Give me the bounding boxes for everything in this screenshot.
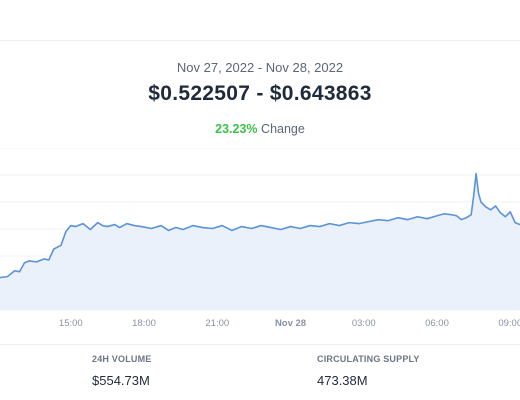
- change-summary: 23.23% Change: [0, 122, 520, 136]
- date-range: Nov 27, 2022 - Nov 28, 2022: [176, 60, 344, 75]
- bottom-divider: [0, 344, 520, 345]
- change-percent: 23.23%: [215, 122, 258, 136]
- price-range: $0.522507 - $0.643863: [148, 82, 372, 105]
- x-axis-ticks: 15:00 18:00 21:00 Nov 28 03:00 06:00 09:00: [59, 318, 520, 329]
- x-tick-label: 06:00: [425, 318, 449, 329]
- supply-value: 473.38M: [317, 373, 368, 388]
- x-tick-label: Nov 28: [275, 318, 306, 329]
- volume-label: 24H VOLUME: [92, 354, 152, 364]
- stat-circulating-supply: CIRCULATING SUPPLY 473.38M: [317, 354, 420, 388]
- stat-24h-volume: 24H VOLUME $554.73M: [92, 354, 152, 388]
- price-line: [0, 172, 520, 279]
- x-tick-label: 18:00: [132, 318, 156, 329]
- top-divider: [0, 40, 520, 41]
- x-tick-label: 09:00: [498, 318, 520, 329]
- volume-value: $554.73M: [92, 373, 150, 388]
- price-area: [0, 173, 520, 310]
- price-chart[interactable]: 15:00 18:00 21:00 Nov 28 03:00 06:00 09:00: [0, 148, 520, 338]
- x-tick-label: 15:00: [59, 318, 83, 329]
- x-tick-label: 21:00: [205, 318, 229, 329]
- supply-label: CIRCULATING SUPPLY: [317, 354, 420, 364]
- change-label: Change: [261, 122, 305, 136]
- x-tick-label: 03:00: [352, 318, 376, 329]
